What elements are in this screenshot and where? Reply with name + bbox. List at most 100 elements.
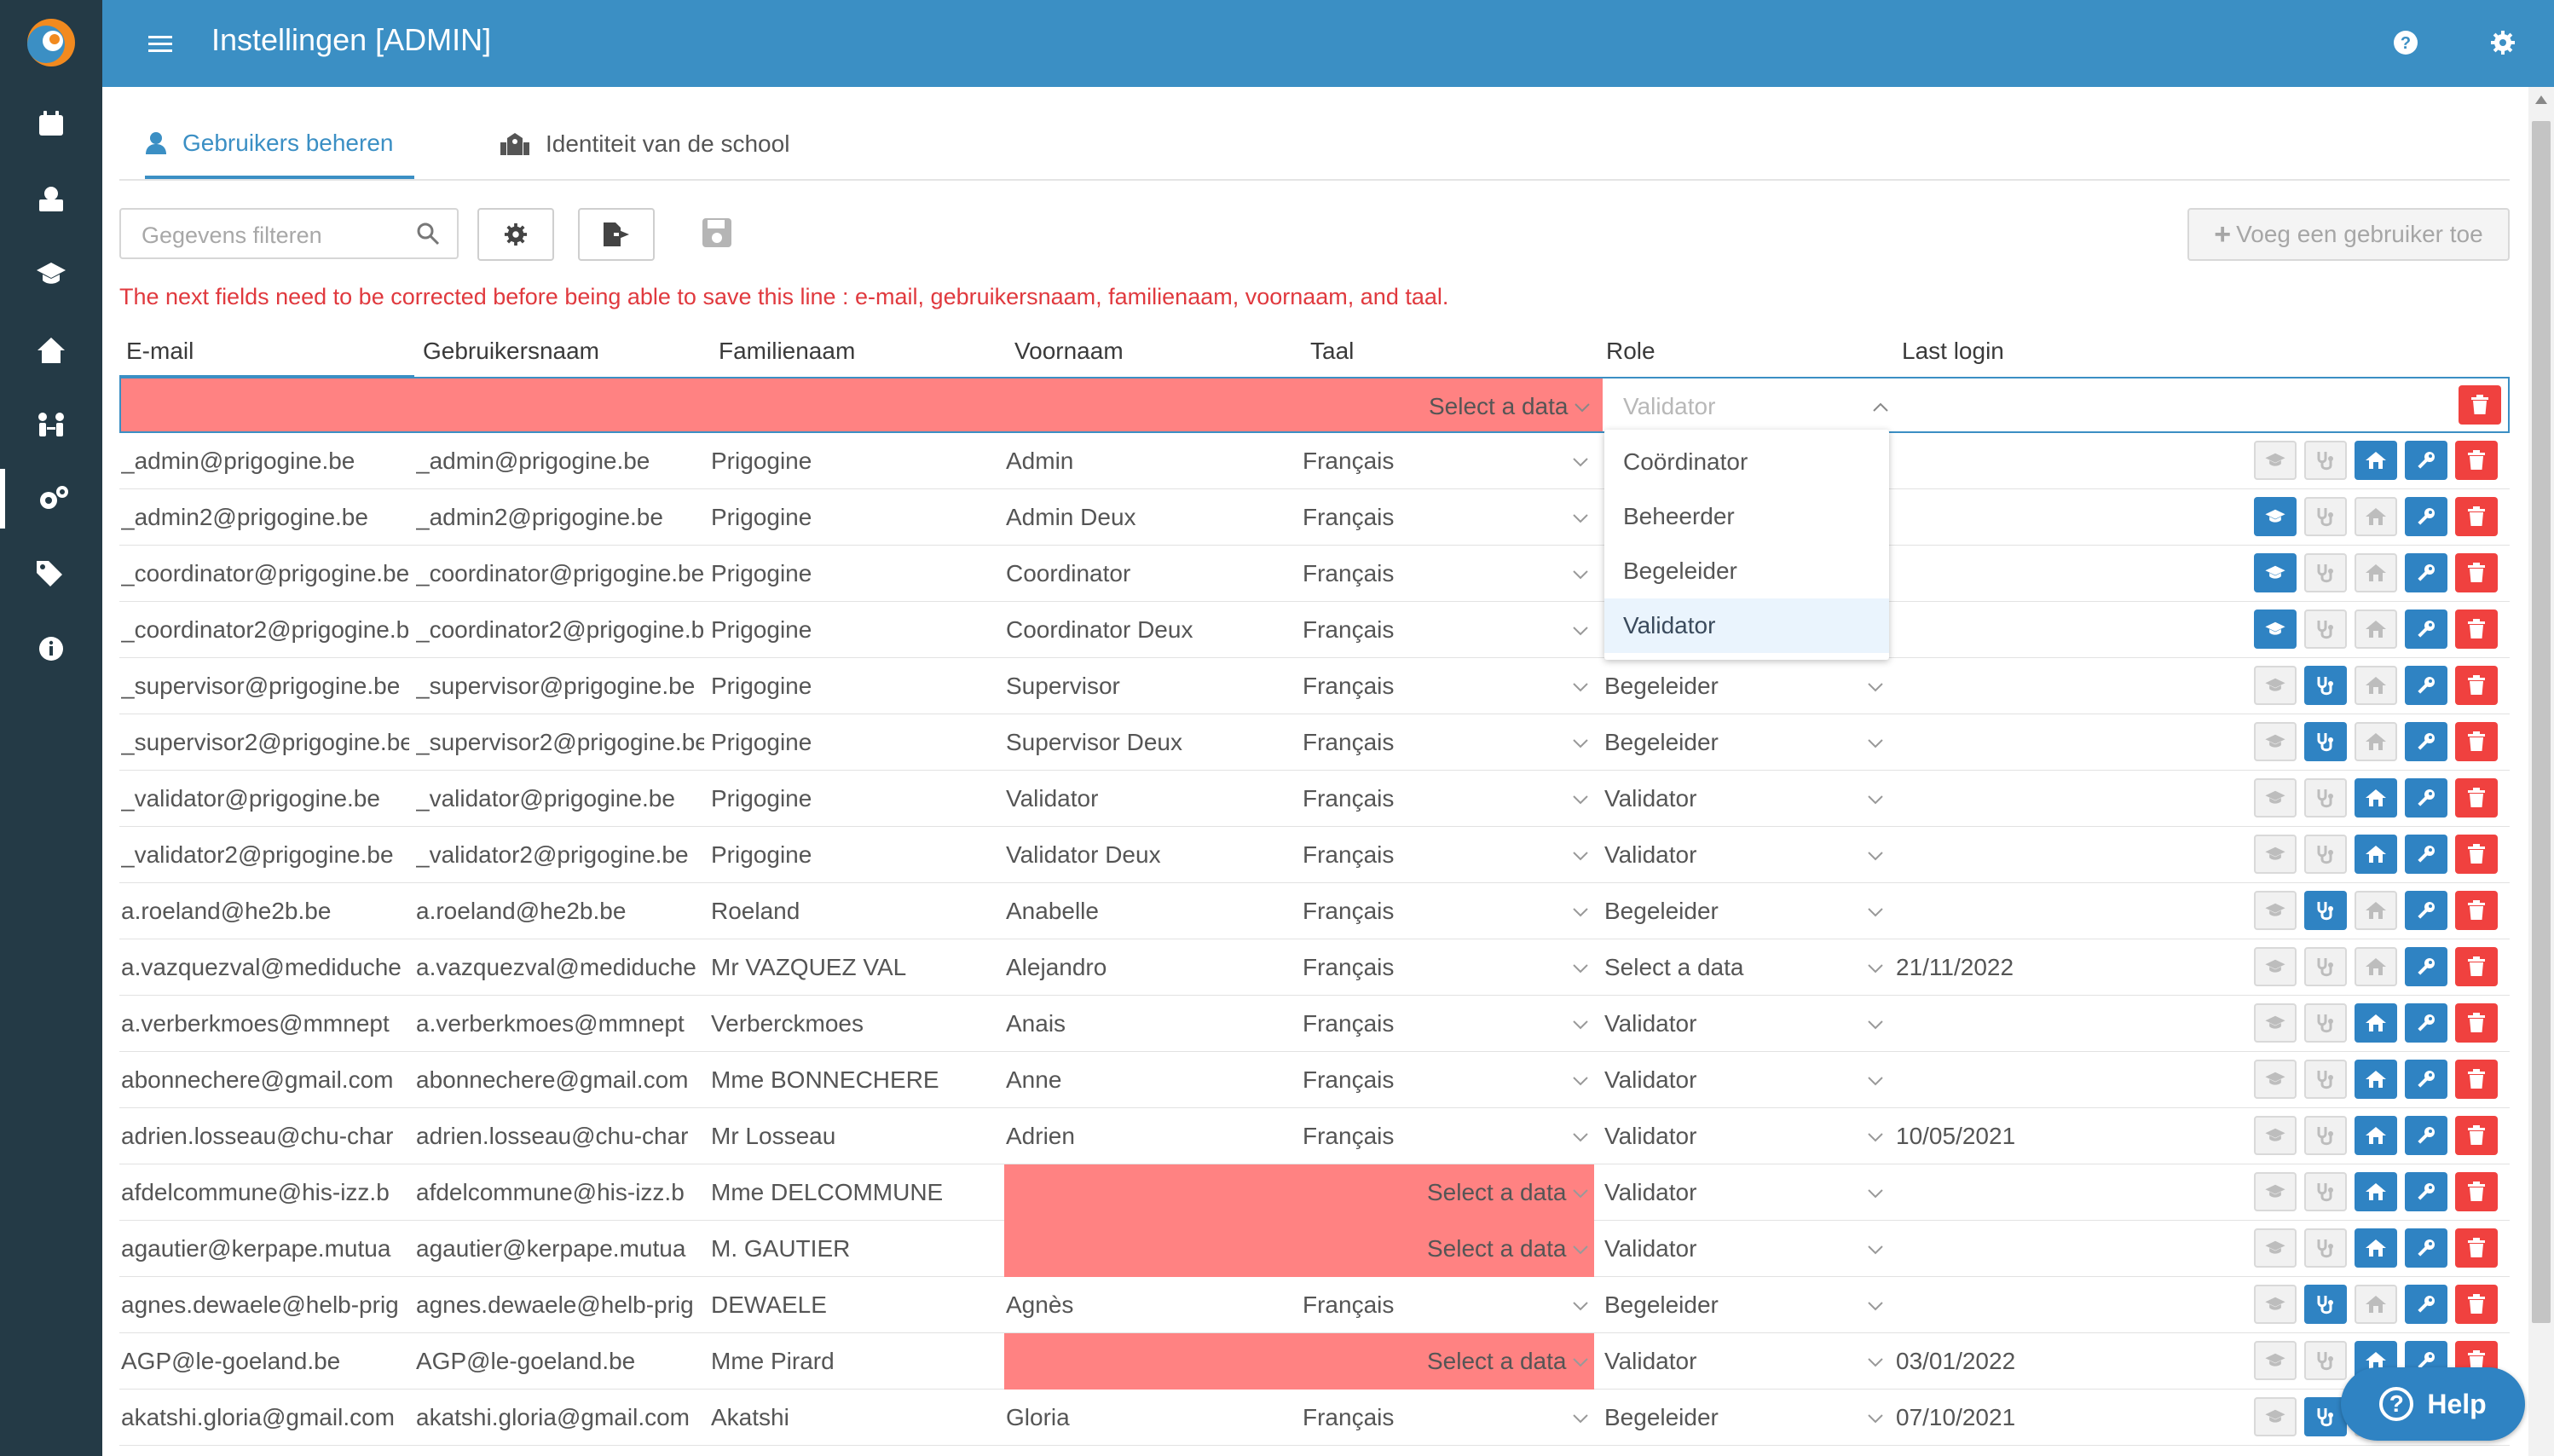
language-select[interactable]: Français [1299, 658, 1594, 714]
supervisor-role-button[interactable] [2304, 1397, 2347, 1436]
teacher-role-button[interactable] [2254, 1003, 2297, 1043]
delete-user-button[interactable] [2455, 497, 2498, 536]
language-select[interactable]: Français [1299, 827, 1594, 883]
teacher-role-button[interactable] [2254, 1228, 2297, 1268]
table-row[interactable]: _admin@prigogine.be _admin@prigogine.be Pr… [119, 433, 2510, 489]
table-row[interactable]: _supervisor2@prigogine.be _supervisor2@pr… [119, 714, 2510, 771]
home-role-button[interactable] [2355, 1060, 2397, 1099]
teacher-role-button[interactable] [2254, 553, 2297, 592]
role-option[interactable]: Begeleider [1623, 558, 1737, 584]
language-select[interactable]: Français [1299, 489, 1594, 546]
teacher-role-button[interactable] [2254, 1285, 2297, 1324]
column-header-language[interactable]: Taal [1310, 338, 1355, 364]
home-role-button[interactable] [2355, 553, 2397, 592]
nav-home[interactable] [0, 321, 102, 380]
role-select[interactable]: Begeleider [1594, 1390, 1889, 1446]
column-header-firstname[interactable]: Voornaam [1014, 338, 1124, 364]
supervisor-role-button[interactable] [2304, 553, 2347, 592]
settings-button[interactable] [2486, 26, 2520, 60]
language-select[interactable]: Français [1299, 602, 1594, 658]
reset-password-button[interactable] [2405, 947, 2447, 986]
home-role-button[interactable] [2355, 778, 2397, 818]
table-row[interactable]: agautier@kerpape.mutua agautier@kerpape.m… [119, 1221, 2510, 1277]
language-select[interactable]: Français [1299, 1277, 1594, 1333]
delete-user-button[interactable] [2455, 1172, 2498, 1211]
role-option[interactable]: Beheerder [1623, 503, 1735, 529]
home-role-button[interactable] [2355, 1285, 2397, 1324]
teacher-role-button[interactable] [2254, 947, 2297, 986]
delete-user-button[interactable] [2455, 1060, 2498, 1099]
delete-user-button[interactable] [2455, 778, 2498, 818]
email-input[interactable] [121, 378, 416, 435]
reset-password-button[interactable] [2405, 778, 2447, 818]
tab-manage-users[interactable]: Gebruikers beheren [145, 111, 414, 179]
role-select[interactable]: Validator [1594, 827, 1889, 883]
home-role-button[interactable] [2355, 722, 2397, 761]
language-select[interactable]: Français [1299, 546, 1594, 602]
home-role-button[interactable] [2355, 835, 2397, 874]
table-row[interactable]: _validator@prigogine.be _validator@prigog… [119, 771, 2510, 827]
role-select[interactable]: Validator [1594, 1333, 1889, 1390]
delete-row-button[interactable] [2459, 385, 2501, 425]
delete-user-button[interactable] [2455, 441, 2498, 480]
teacher-role-button[interactable] [2254, 497, 2297, 536]
table-row[interactable]: a.verberkmoes@mmnept a.verberkmoes@mmnept… [119, 996, 2510, 1052]
role-select[interactable]: Validator [1594, 771, 1889, 827]
export-button[interactable] [578, 208, 655, 261]
delete-user-button[interactable] [2455, 1116, 2498, 1155]
role-select[interactable]: Select a data [1594, 939, 1889, 996]
reset-password-button[interactable] [2405, 497, 2447, 536]
nav-people[interactable] [0, 396, 102, 455]
delete-user-button[interactable] [2455, 610, 2498, 649]
table-row[interactable]: akatshi.gloria@gmail.com akatshi.gloria@g… [119, 1390, 2510, 1446]
reset-password-button[interactable] [2405, 441, 2447, 480]
table-row[interactable]: a.vazquezval@mediduche a.vazquezval@medid… [119, 939, 2510, 996]
column-header-role[interactable]: Role [1606, 338, 1655, 364]
teacher-role-button[interactable] [2254, 1172, 2297, 1211]
table-row[interactable]: AGP@le-goeland.be AGP@le-goeland.be Mme Pi… [119, 1333, 2510, 1390]
username-input[interactable] [416, 378, 711, 435]
reset-password-button[interactable] [2405, 1172, 2447, 1211]
home-role-button[interactable] [2355, 497, 2397, 536]
language-select[interactable]: Français [1299, 1390, 1594, 1446]
table-row[interactable]: afdelcommune@his-izz.b afdelcommune@his-i… [119, 1164, 2510, 1221]
role-select[interactable]: Validator [1594, 1221, 1889, 1277]
delete-user-button[interactable] [2455, 835, 2498, 874]
column-header-last-login[interactable]: Last login [1902, 338, 2004, 364]
scroll-up-arrow[interactable] [2535, 95, 2547, 104]
supervisor-role-button[interactable] [2304, 1003, 2347, 1043]
supervisor-role-button[interactable] [2304, 947, 2347, 986]
supervisor-role-button[interactable] [2304, 1341, 2347, 1380]
home-role-button[interactable] [2355, 1116, 2397, 1155]
firstname-input[interactable] [1006, 378, 1301, 435]
supervisor-role-button[interactable] [2304, 666, 2347, 705]
supervisor-role-button[interactable] [2304, 610, 2347, 649]
teacher-role-button[interactable] [2254, 1341, 2297, 1380]
reset-password-button[interactable] [2405, 1116, 2447, 1155]
reset-password-button[interactable] [2405, 835, 2447, 874]
teacher-role-button[interactable] [2254, 1060, 2297, 1099]
reset-password-button[interactable] [2405, 1060, 2447, 1099]
delete-user-button[interactable] [2455, 553, 2498, 592]
language-select[interactable]: Français [1299, 714, 1594, 771]
lastname-input[interactable] [711, 378, 1006, 435]
home-role-button[interactable] [2355, 666, 2397, 705]
delete-user-button[interactable] [2455, 666, 2498, 705]
table-row[interactable]: adrien.losseau@chu-char adrien.losseau@ch… [119, 1108, 2510, 1164]
page-scrollbar[interactable] [2528, 87, 2554, 1456]
teacher-role-button[interactable] [2254, 610, 2297, 649]
role-select[interactable]: Validator [1594, 996, 1889, 1052]
language-select[interactable]: Français [1299, 883, 1594, 939]
teacher-role-button[interactable] [2254, 891, 2297, 930]
supervisor-role-button[interactable] [2304, 1285, 2347, 1324]
nav-tags[interactable] [0, 544, 102, 604]
delete-user-button[interactable] [2455, 1003, 2498, 1043]
teacher-role-button[interactable] [2254, 778, 2297, 818]
home-role-button[interactable] [2355, 1172, 2397, 1211]
role-select[interactable]: Begeleider [1594, 883, 1889, 939]
home-role-button[interactable] [2355, 1228, 2397, 1268]
role-select[interactable]: Validator [1594, 1164, 1889, 1221]
home-role-button[interactable] [2355, 441, 2397, 480]
supervisor-role-button[interactable] [2304, 441, 2347, 480]
teacher-role-button[interactable] [2254, 441, 2297, 480]
